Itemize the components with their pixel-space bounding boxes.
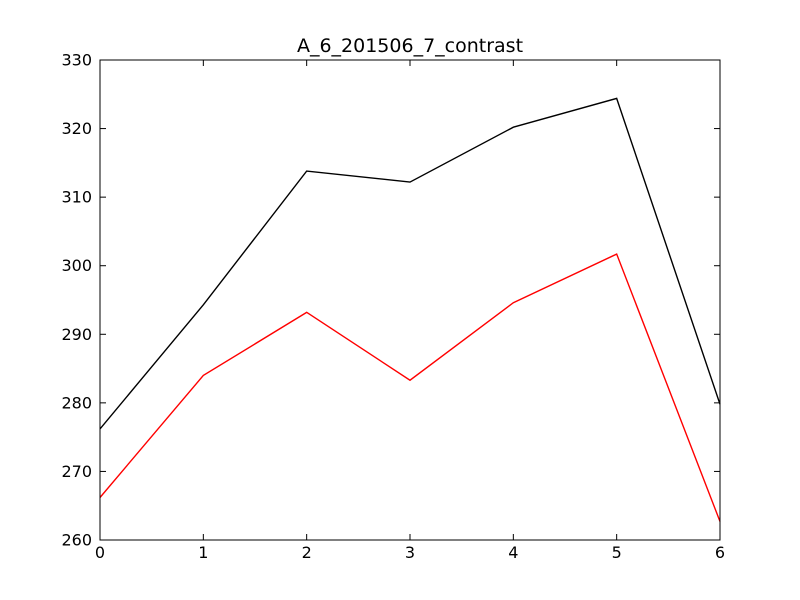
y-tick-label: 270 bbox=[61, 462, 92, 481]
x-tick-label: 3 bbox=[405, 543, 415, 562]
y-tick-label: 310 bbox=[61, 188, 92, 207]
series-line-2 bbox=[99, 253, 721, 522]
series-line-1 bbox=[99, 97, 721, 430]
x-tick-label: 2 bbox=[302, 543, 312, 562]
y-tick-label: 280 bbox=[61, 393, 92, 412]
x-tick-label: 4 bbox=[508, 543, 518, 562]
y-tick-label: 320 bbox=[61, 119, 92, 138]
y-tick-label: 300 bbox=[61, 256, 92, 275]
x-tick-label: 6 bbox=[715, 543, 725, 562]
y-tick-label: 330 bbox=[61, 51, 92, 70]
x-tick-label: 5 bbox=[612, 543, 622, 562]
x-tick-label: 1 bbox=[198, 543, 208, 562]
chart-title: A_6_201506_7_contrast bbox=[297, 35, 523, 57]
series-layer bbox=[99, 97, 721, 522]
x-tick-label: 0 bbox=[95, 543, 105, 562]
y-tick-label: 260 bbox=[61, 531, 92, 550]
y-tick-label: 290 bbox=[61, 325, 92, 344]
plot-frame bbox=[99, 59, 721, 541]
ticks-layer: 0 1 2 3 4 5 6 260 270 280 290 300 310 320 330 bbox=[61, 51, 725, 563]
